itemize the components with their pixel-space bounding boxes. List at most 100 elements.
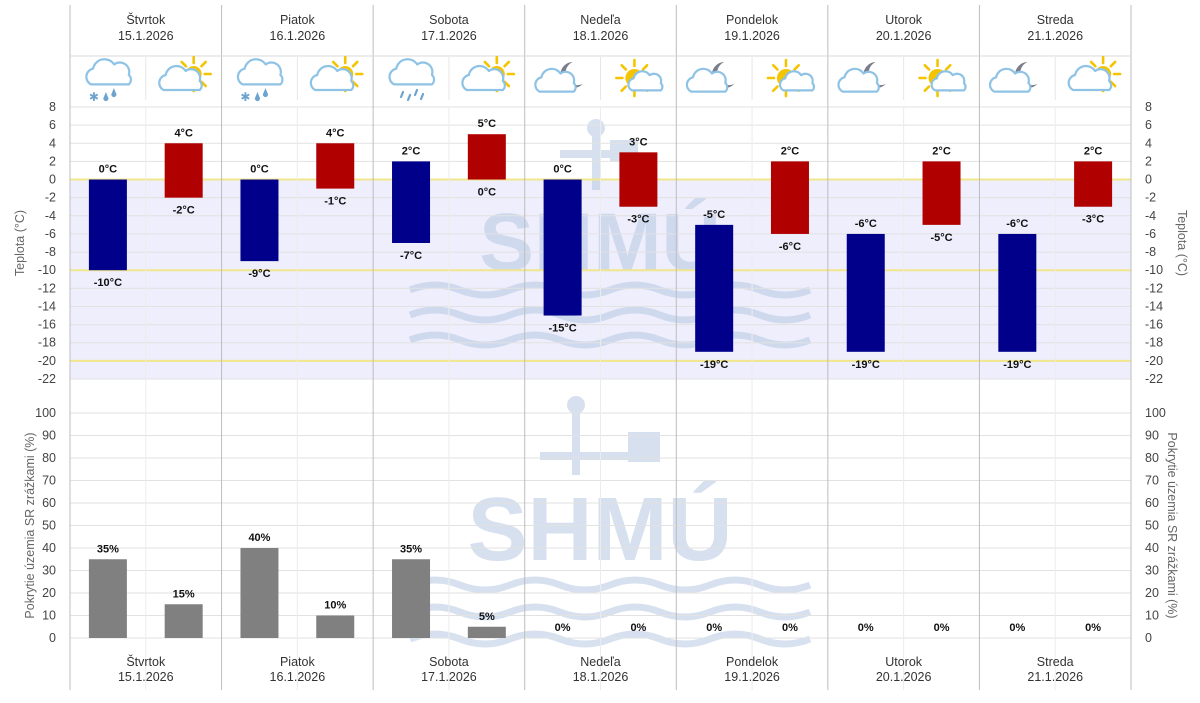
temperature-tick-left: -12 (38, 281, 56, 295)
temperature-bar-night (846, 233, 885, 352)
temperature-bar-night (998, 233, 1037, 352)
temperature-bar-day (467, 134, 506, 180)
precipitation-value-label: 35% (400, 543, 422, 555)
sun-ray (620, 85, 628, 93)
sun-ray (771, 85, 779, 93)
partly-sunny-icon (461, 55, 516, 93)
temperature-bar-night (240, 179, 279, 262)
day-name-top: Nedeľa (580, 13, 621, 27)
temperature-min-label: -2°C (173, 205, 195, 217)
sun-ray (331, 60, 339, 68)
temperature-max-label: 0°C (553, 164, 572, 176)
temperature-tick-left: -18 (38, 336, 56, 350)
sun-ray (351, 60, 359, 68)
sun-cloud-icon (615, 58, 664, 98)
precipitation-value-label: 0% (706, 622, 722, 634)
temperature-min-label: -3°C (1082, 214, 1104, 226)
precipitation-tick-left: 30 (42, 564, 56, 578)
precipitation-tick-right: 20 (1145, 586, 1159, 600)
cloud-shape (309, 64, 355, 92)
precipitation-bar-night (88, 559, 127, 638)
precipitation-value-label: 10% (324, 600, 346, 612)
cloud-shape (685, 67, 729, 93)
cloud-moon-icon (837, 62, 886, 93)
day-name-top: Sobota (429, 13, 469, 27)
rain-streak (413, 88, 419, 97)
temperature-tick-right: -6 (1145, 227, 1156, 241)
raindrop-shape (254, 92, 260, 101)
sun-ray (944, 63, 952, 71)
precipitation-tick-right: 60 (1145, 496, 1159, 510)
temperature-bar-day (619, 152, 658, 207)
precipitation-tick-left: 90 (42, 429, 56, 443)
temperature-max-label: 2°C (781, 145, 800, 157)
temperature-tick-right: -18 (1145, 336, 1163, 350)
temperature-bar-day (1074, 161, 1113, 207)
sun-cloud-icon (766, 58, 816, 98)
temperature-min-label: -19°C (1003, 359, 1031, 371)
chart-bars (88, 134, 1113, 638)
temperature-tick-right: 2 (1145, 154, 1152, 168)
temperature-min-label: -9°C (248, 268, 270, 280)
temperature-tick-left: -2 (45, 191, 56, 205)
raindrop-shape (111, 88, 117, 98)
temperature-tick-right: -22 (1145, 372, 1163, 386)
day-date-bottom: 21.1.2026 (1027, 670, 1083, 684)
raindrop-shape (262, 88, 268, 98)
temperature-max-label: -5°C (703, 209, 725, 221)
sun-ray (923, 63, 931, 71)
temperature-min-label: 0°C (478, 187, 497, 199)
temperature-tick-right: -20 (1145, 354, 1163, 368)
temperature-max-label: 0°C (250, 164, 269, 176)
precipitation-value-label: 40% (248, 532, 270, 544)
temperature-tick-left: 2 (49, 154, 56, 168)
cloud-shape (837, 67, 880, 93)
sun-ray (483, 60, 491, 68)
rain-streak (419, 92, 425, 101)
rain-streak (399, 90, 405, 99)
precipitation-tick-right: 100 (1145, 406, 1166, 420)
sun-ray (923, 85, 931, 93)
temperature-max-label: 3°C (629, 136, 648, 148)
day-date-top: 21.1.2026 (1027, 29, 1083, 43)
chart-grid (69, 5, 1132, 690)
temperature-tick-left: -22 (38, 372, 56, 386)
temperature-bar-night (543, 179, 582, 316)
temperature-bar-day (770, 161, 809, 234)
day-name-bottom: Pondelok (726, 655, 779, 669)
day-date-bottom: 18.1.2026 (573, 670, 629, 684)
temperature-tick-right: -14 (1145, 299, 1163, 313)
temperature-min-label: -10°C (94, 277, 122, 289)
temperature-axis-title-left: Teplota (°C) (13, 210, 27, 276)
precipitation-value-label: 0% (555, 622, 571, 634)
temperature-bar-night (392, 161, 431, 243)
precipitation-bar-day (164, 604, 203, 638)
temperature-tick-left: -4 (45, 209, 56, 223)
temperature-tick-left: -14 (38, 299, 56, 313)
temperature-max-label: 4°C (326, 127, 345, 139)
precipitation-bar-night (240, 548, 279, 638)
cloud-shape (988, 67, 1032, 93)
temperature-max-label: 5°C (478, 118, 497, 130)
temperature-bar-night (695, 224, 734, 352)
temperature-min-label: -19°C (852, 359, 880, 371)
precipitation-value-label: 0% (1085, 622, 1101, 634)
watermark-logo-bottom: SHMÚ (408, 396, 812, 648)
day-date-top: 18.1.2026 (573, 29, 629, 43)
temperature-tick-left: 0 (49, 173, 56, 187)
day-name-top: Streda (1037, 13, 1074, 27)
temperature-axis-title-right: Teplota (°C) (1175, 210, 1189, 276)
chart-axes: -22 -22-20 -20-18 -18-16 -16-14 -14-12 -12-10-… (13, 100, 1189, 645)
precipitation-tick-left: 50 (42, 519, 56, 533)
precipitation-tick-left: 10 (42, 609, 56, 623)
precipitation-tick-right: 30 (1145, 564, 1159, 578)
temperature-max-label: -6°C (1006, 218, 1028, 230)
temperature-tick-left: 4 (49, 136, 56, 150)
temperature-max-label: 2°C (932, 145, 951, 157)
temperature-tick-right: -8 (1145, 245, 1156, 259)
weather-icons: ✱ ✱ (85, 55, 1122, 104)
cloud-moon-icon (988, 62, 1038, 93)
cloud-moon-icon (534, 62, 583, 93)
raindrop-shape (103, 92, 109, 101)
